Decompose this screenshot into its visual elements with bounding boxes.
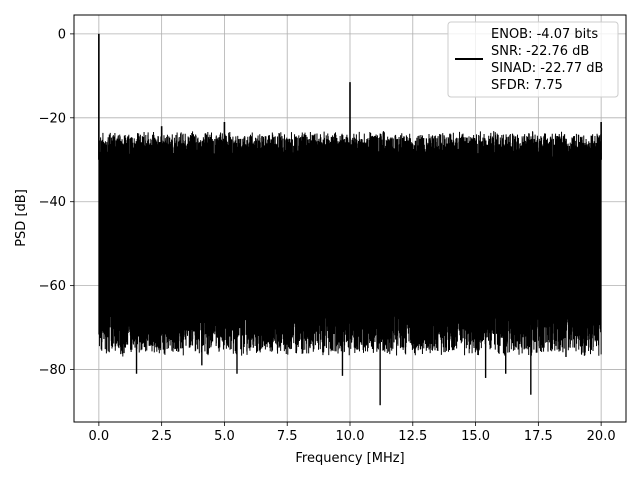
- y-axis-ticks: 0 −20 −40 −60 −80: [39, 27, 74, 378]
- x-tick-label: 15.0: [461, 429, 490, 444]
- y-axis-label: PSD [dB]: [14, 189, 29, 247]
- legend-entry-sfdr: SFDR: 7.75: [491, 78, 563, 93]
- y-tick-label: −60: [39, 279, 66, 294]
- x-tick-label: 10.0: [336, 429, 365, 444]
- spectral-peaks: [98, 33, 602, 160]
- x-tick-label: 17.5: [524, 429, 553, 444]
- x-tick-label: 7.5: [277, 429, 298, 444]
- spectral-dips: [135, 310, 567, 406]
- y-tick-label: −40: [39, 195, 66, 210]
- x-tick-label: 0.0: [89, 429, 110, 444]
- x-axis-ticks: 0.0 2.5 5.0 7.5 10.0 12.5 15.0 17.5 20.0: [89, 422, 616, 444]
- legend: ENOB: -4.07 bits SNR: -22.76 dB SINAD: -…: [447, 21, 619, 98]
- legend-entry-sinad: SINAD: -22.77 dB: [491, 61, 603, 76]
- y-tick-label: −20: [39, 111, 66, 126]
- axes-frame: [73, 14, 627, 423]
- x-tick-label: 20.0: [587, 429, 616, 444]
- x-tick-label: 5.0: [214, 429, 235, 444]
- y-tick-label: 0: [58, 27, 66, 42]
- legend-entry-snr: SNR: -22.76 dB: [491, 44, 589, 59]
- legend-entry-enob: ENOB: -4.07 bits: [491, 27, 598, 42]
- x-tick-label: 12.5: [398, 429, 427, 444]
- x-axis-label: Frequency [MHz]: [295, 451, 404, 466]
- y-tick-label: −80: [39, 363, 66, 378]
- legend-box: [447, 21, 619, 98]
- x-tick-label: 2.5: [151, 429, 172, 444]
